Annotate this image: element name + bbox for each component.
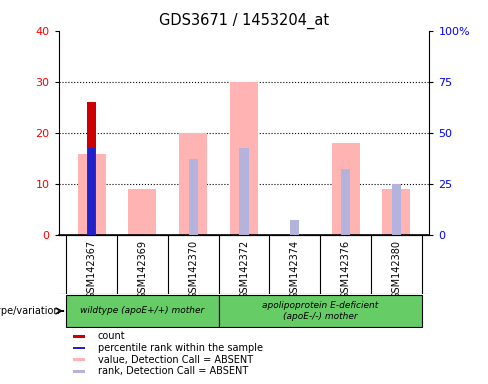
Text: value, Detection Call = ABSENT: value, Detection Call = ABSENT [98,355,253,365]
Bar [128,189,156,235]
Bar [87,103,96,235]
Bar [66,295,219,327]
Text: apolipoprotein E-deficient
(apoE-/-) mother: apolipoprotein E-deficient (apoE-/-) mot… [262,301,378,321]
Text: GSM142372: GSM142372 [239,240,249,300]
Bar [230,82,258,235]
Title: GDS3671 / 1453204_at: GDS3671 / 1453204_at [159,13,329,29]
Bar [240,148,248,235]
Bar [392,184,401,235]
Bar [332,143,360,235]
Bar [73,347,84,349]
Bar [290,220,299,235]
Text: rank, Detection Call = ABSENT: rank, Detection Call = ABSENT [98,366,248,376]
Bar [73,370,84,373]
Bar [219,295,422,327]
Bar [341,169,350,235]
Bar [383,189,410,235]
Text: GSM142369: GSM142369 [138,240,147,299]
Bar [73,335,84,338]
Text: GSM142380: GSM142380 [391,240,402,299]
Text: percentile rank within the sample: percentile rank within the sample [98,343,263,353]
Text: genotype/variation: genotype/variation [0,306,60,316]
Bar [88,148,95,235]
Bar [189,159,198,235]
Text: GSM142370: GSM142370 [188,240,198,299]
Text: GSM142376: GSM142376 [341,240,350,299]
Bar [179,133,207,235]
Text: GSM142374: GSM142374 [290,240,300,299]
Text: count: count [98,331,125,341]
Bar [73,358,84,361]
Bar [78,154,105,235]
Text: wildtype (apoE+/+) mother: wildtype (apoE+/+) mother [80,306,204,316]
Text: GSM142367: GSM142367 [86,240,97,299]
